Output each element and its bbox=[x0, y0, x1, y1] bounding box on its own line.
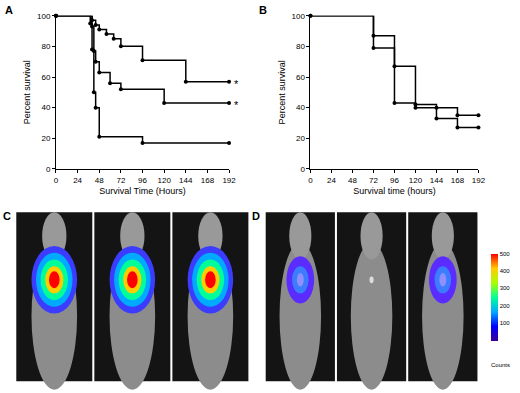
svg-text:*: * bbox=[234, 78, 239, 90]
svg-text:20: 20 bbox=[41, 134, 50, 143]
svg-text:Percent survival: Percent survival bbox=[22, 60, 32, 124]
svg-text:C: C bbox=[3, 210, 11, 222]
svg-text:120: 120 bbox=[409, 176, 423, 185]
svg-text:300: 300 bbox=[500, 285, 511, 291]
svg-text:500: 500 bbox=[500, 251, 511, 257]
svg-text:Survival time (hours): Survival time (hours) bbox=[353, 186, 436, 196]
svg-text:80: 80 bbox=[296, 42, 305, 51]
svg-text:40: 40 bbox=[296, 103, 305, 112]
svg-text:192: 192 bbox=[222, 176, 236, 185]
svg-text:120: 120 bbox=[157, 176, 171, 185]
svg-text:Counts: Counts bbox=[491, 362, 510, 368]
svg-text:60: 60 bbox=[296, 73, 305, 82]
svg-text:168: 168 bbox=[201, 176, 215, 185]
svg-text:D: D bbox=[252, 210, 260, 222]
svg-text:0: 0 bbox=[46, 165, 51, 174]
svg-text:192: 192 bbox=[472, 176, 486, 185]
svg-text:400: 400 bbox=[500, 268, 511, 274]
svg-text:168: 168 bbox=[451, 176, 465, 185]
svg-text:24: 24 bbox=[73, 176, 82, 185]
svg-text:144: 144 bbox=[430, 176, 444, 185]
svg-text:72: 72 bbox=[116, 176, 125, 185]
svg-text:48: 48 bbox=[95, 176, 104, 185]
svg-text:100: 100 bbox=[292, 12, 306, 21]
svg-text:0: 0 bbox=[308, 176, 313, 185]
svg-text:100: 100 bbox=[37, 12, 51, 21]
svg-text:48: 48 bbox=[348, 176, 357, 185]
svg-text:A: A bbox=[5, 4, 13, 16]
svg-text:200: 200 bbox=[500, 303, 511, 309]
svg-text:24: 24 bbox=[327, 176, 336, 185]
svg-text:*: * bbox=[234, 99, 239, 111]
svg-text:B: B bbox=[259, 4, 267, 16]
svg-text:60: 60 bbox=[41, 73, 50, 82]
svg-text:0: 0 bbox=[300, 165, 305, 174]
svg-text:96: 96 bbox=[138, 176, 147, 185]
svg-text:72: 72 bbox=[369, 176, 378, 185]
svg-text:96: 96 bbox=[390, 176, 399, 185]
svg-text:Survival Time (Hours): Survival Time (Hours) bbox=[99, 186, 186, 196]
svg-text:Percent survival: Percent survival bbox=[277, 60, 287, 124]
svg-text:80: 80 bbox=[41, 42, 50, 51]
svg-text:0: 0 bbox=[54, 176, 59, 185]
svg-text:40: 40 bbox=[41, 103, 50, 112]
svg-text:20: 20 bbox=[296, 134, 305, 143]
svg-text:144: 144 bbox=[179, 176, 193, 185]
svg-text:100: 100 bbox=[500, 320, 511, 326]
